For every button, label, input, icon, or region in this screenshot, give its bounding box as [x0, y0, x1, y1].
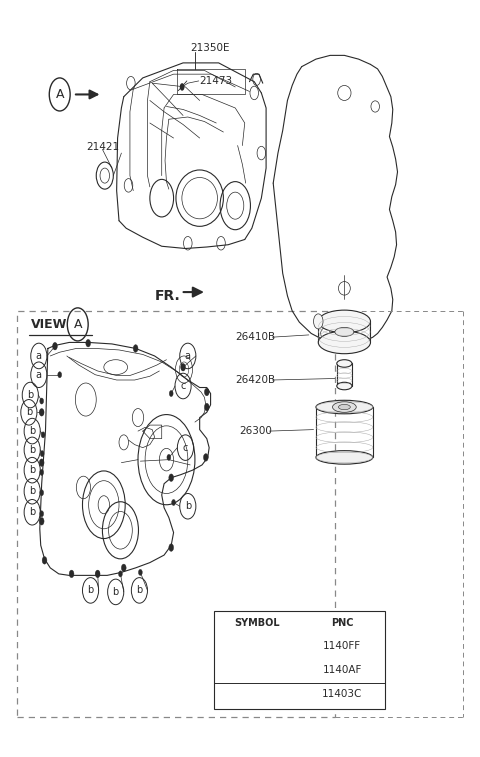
Circle shape [40, 398, 44, 404]
Circle shape [40, 450, 44, 456]
Text: c: c [254, 689, 259, 699]
Text: SYMBOL: SYMBOL [234, 618, 279, 628]
Circle shape [119, 571, 122, 577]
Text: b: b [113, 587, 119, 597]
Circle shape [86, 339, 91, 347]
Circle shape [133, 344, 138, 352]
Text: A: A [73, 318, 82, 331]
Ellipse shape [335, 327, 354, 336]
Text: 21421: 21421 [86, 142, 119, 152]
Circle shape [40, 469, 44, 475]
Text: 26410B: 26410B [236, 332, 276, 342]
Bar [17, 311, 335, 717]
Ellipse shape [318, 331, 371, 354]
Circle shape [169, 474, 174, 481]
Text: b: b [29, 486, 36, 497]
Circle shape [53, 342, 57, 350]
Ellipse shape [338, 404, 350, 410]
Ellipse shape [337, 360, 352, 367]
Text: b: b [29, 426, 36, 436]
Text: b: b [29, 507, 36, 517]
Text: 11403C: 11403C [322, 689, 362, 699]
Ellipse shape [316, 400, 373, 414]
Circle shape [169, 544, 174, 551]
Text: b: b [185, 501, 191, 511]
Text: a: a [36, 351, 42, 361]
Circle shape [41, 431, 45, 438]
Ellipse shape [337, 382, 352, 390]
Circle shape [96, 570, 100, 578]
Circle shape [138, 569, 142, 575]
Text: b: b [27, 390, 34, 400]
Text: b: b [136, 585, 143, 596]
Circle shape [40, 410, 44, 416]
Text: a: a [253, 641, 260, 651]
Circle shape [204, 388, 209, 396]
Circle shape [180, 363, 185, 371]
Circle shape [180, 83, 184, 91]
Text: 1140AF: 1140AF [322, 665, 362, 675]
Circle shape [96, 571, 99, 577]
Text: VIEW: VIEW [31, 318, 68, 331]
Circle shape [167, 454, 171, 460]
Circle shape [313, 314, 323, 329]
Text: 26300: 26300 [240, 426, 272, 436]
Circle shape [69, 570, 74, 578]
Text: a: a [36, 369, 42, 380]
Text: a: a [185, 351, 191, 361]
Ellipse shape [333, 402, 356, 413]
Text: 1140FF: 1140FF [323, 641, 361, 651]
Circle shape [39, 459, 44, 466]
Text: FR.: FR. [155, 289, 180, 303]
Circle shape [58, 372, 61, 378]
Text: b: b [29, 445, 36, 455]
Text: c: c [183, 443, 188, 453]
Text: b: b [26, 407, 32, 417]
Circle shape [204, 453, 208, 461]
Ellipse shape [318, 310, 371, 332]
Text: b: b [253, 665, 260, 675]
Text: PNC: PNC [331, 618, 353, 628]
Text: b: b [29, 465, 36, 475]
Text: b: b [87, 585, 94, 596]
Text: 21473: 21473 [200, 76, 233, 86]
Circle shape [181, 364, 185, 370]
Circle shape [121, 564, 126, 572]
Circle shape [39, 518, 44, 525]
Text: A: A [56, 88, 64, 101]
Circle shape [42, 556, 47, 564]
Circle shape [40, 511, 44, 517]
Circle shape [169, 391, 173, 397]
Ellipse shape [316, 450, 373, 464]
Circle shape [172, 500, 176, 506]
Circle shape [39, 409, 44, 416]
Circle shape [40, 490, 44, 496]
Text: 26420B: 26420B [236, 375, 276, 385]
Text: c: c [180, 381, 186, 391]
Circle shape [53, 343, 57, 349]
Text: 21350E: 21350E [190, 43, 230, 53]
Circle shape [204, 403, 209, 411]
Bar [214, 612, 384, 709]
